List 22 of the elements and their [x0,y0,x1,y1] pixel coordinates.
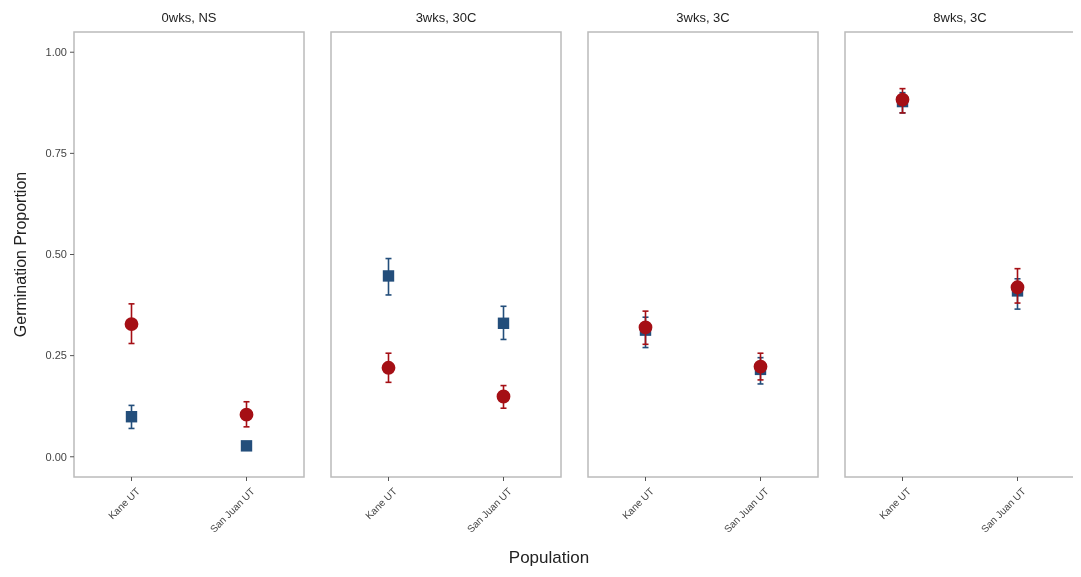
point [240,440,253,452]
point [382,270,395,282]
point [124,317,139,331]
y-tick-label: 0.00 [45,450,67,463]
point [638,320,653,335]
y-tick-label: 1.00 [45,46,67,59]
point [125,411,138,423]
point [753,359,768,374]
point [1010,280,1025,295]
y-tick-label: 0.25 [45,349,67,362]
chart-title: 3wks, 30C [415,10,477,25]
point [381,360,396,375]
chart-title: 0wks, NS [161,10,217,25]
point [497,317,510,329]
y-axis-title: Germination Proportion [12,171,29,338]
point [496,389,511,404]
chart-title: 8wks, 3C [933,10,987,25]
x-axis-title: Population [508,548,590,567]
y-tick-label: 0.50 [45,248,67,261]
chart-title: 3wks, 3C [676,10,730,25]
y-tick-label: 0.75 [45,147,67,160]
point [239,407,254,422]
